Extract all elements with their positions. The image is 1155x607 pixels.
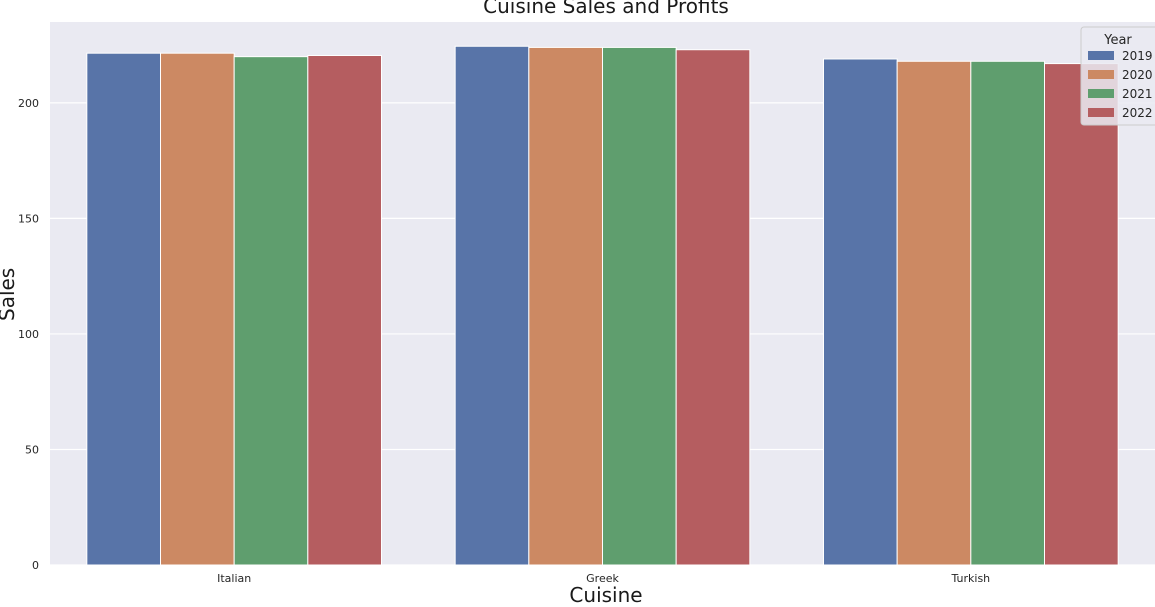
legend-label-2019: 2019 bbox=[1122, 49, 1153, 63]
legend-swatch-2021 bbox=[1088, 89, 1114, 98]
legend-label-2022: 2022 bbox=[1122, 106, 1153, 120]
x-tick-label: Greek bbox=[586, 572, 619, 585]
bar-greek-2019 bbox=[454, 45, 530, 566]
legend-label-2020: 2020 bbox=[1122, 68, 1153, 82]
y-tick-label: 0 bbox=[32, 559, 39, 572]
chart-title: Cuisine Sales and Profits bbox=[483, 0, 729, 18]
legend-swatch-2019 bbox=[1088, 51, 1114, 60]
bar-italian-2021 bbox=[233, 56, 309, 566]
legend-title: Year bbox=[1103, 33, 1132, 48]
bar-italian-2019 bbox=[86, 52, 161, 566]
bar-turkish-2021 bbox=[970, 60, 1045, 566]
bar-greek-2022 bbox=[675, 49, 751, 566]
y-tick-label: 150 bbox=[18, 212, 39, 225]
x-tick-label: Turkish bbox=[950, 572, 990, 585]
x-tick-label: Italian bbox=[217, 572, 251, 585]
bar-greek-2021 bbox=[602, 46, 677, 566]
y-tick-label: 100 bbox=[18, 328, 39, 341]
y-axis-label: Sales bbox=[0, 267, 19, 321]
y-tick-label: 50 bbox=[25, 443, 39, 456]
bar-turkish-2022 bbox=[1044, 63, 1119, 566]
bar-turkish-2019 bbox=[823, 58, 898, 566]
y-tick-label: 200 bbox=[18, 97, 39, 110]
x-axis-label: Cuisine bbox=[569, 583, 643, 607]
legend-swatch-2020 bbox=[1088, 70, 1114, 79]
legend-swatch-2022 bbox=[1088, 108, 1114, 117]
bar-italian-2022 bbox=[307, 55, 383, 566]
legend-label-2021: 2021 bbox=[1122, 87, 1153, 101]
bar-turkish-2020 bbox=[896, 60, 972, 566]
bar-greek-2020 bbox=[528, 46, 603, 566]
bar-italian-2020 bbox=[160, 52, 235, 566]
